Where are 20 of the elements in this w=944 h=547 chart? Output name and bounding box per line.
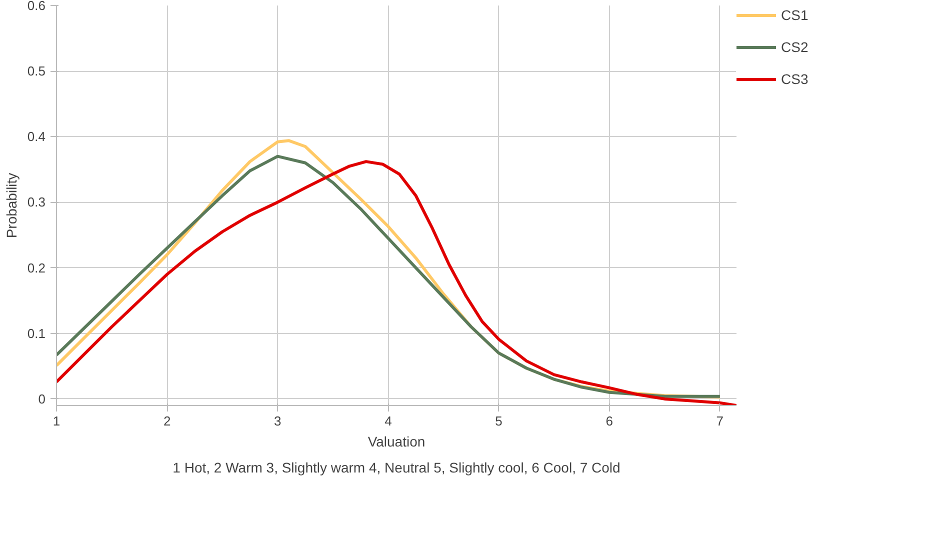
y-tick-label: 0.4 <box>27 129 46 144</box>
legend-label: CS3 <box>781 71 808 87</box>
x-tick-label: 6 <box>606 414 613 428</box>
x-tick-label: 5 <box>495 414 502 428</box>
x-tick-label: 7 <box>716 414 724 428</box>
x-tick-label: 3 <box>274 414 282 428</box>
x-tick-label: 4 <box>384 414 392 428</box>
text: 1 Hot, 2 Warm 3, Slightly warm 4, Neutral 5, Slightly cool, 6 Cool, 7 Cold <box>172 460 620 476</box>
x-tick-label: 2 <box>163 414 171 428</box>
y-tick-label: 0.3 <box>27 194 46 210</box>
y-tick-label: 0.1 <box>27 326 46 341</box>
legend-label: CS1 <box>781 7 808 23</box>
x-tick-label: 1 <box>52 414 60 428</box>
legend-label: CS2 <box>781 39 808 55</box>
y-tick-label: 0 <box>38 391 46 406</box>
y-tick-label: 0.2 <box>27 260 46 276</box>
y-tick-label: 0.5 <box>27 64 46 79</box>
y-tick-label: 0.6 <box>27 0 46 13</box>
x-axis-title: Valuation <box>368 434 426 450</box>
y-axis-title: Probability <box>3 172 20 238</box>
